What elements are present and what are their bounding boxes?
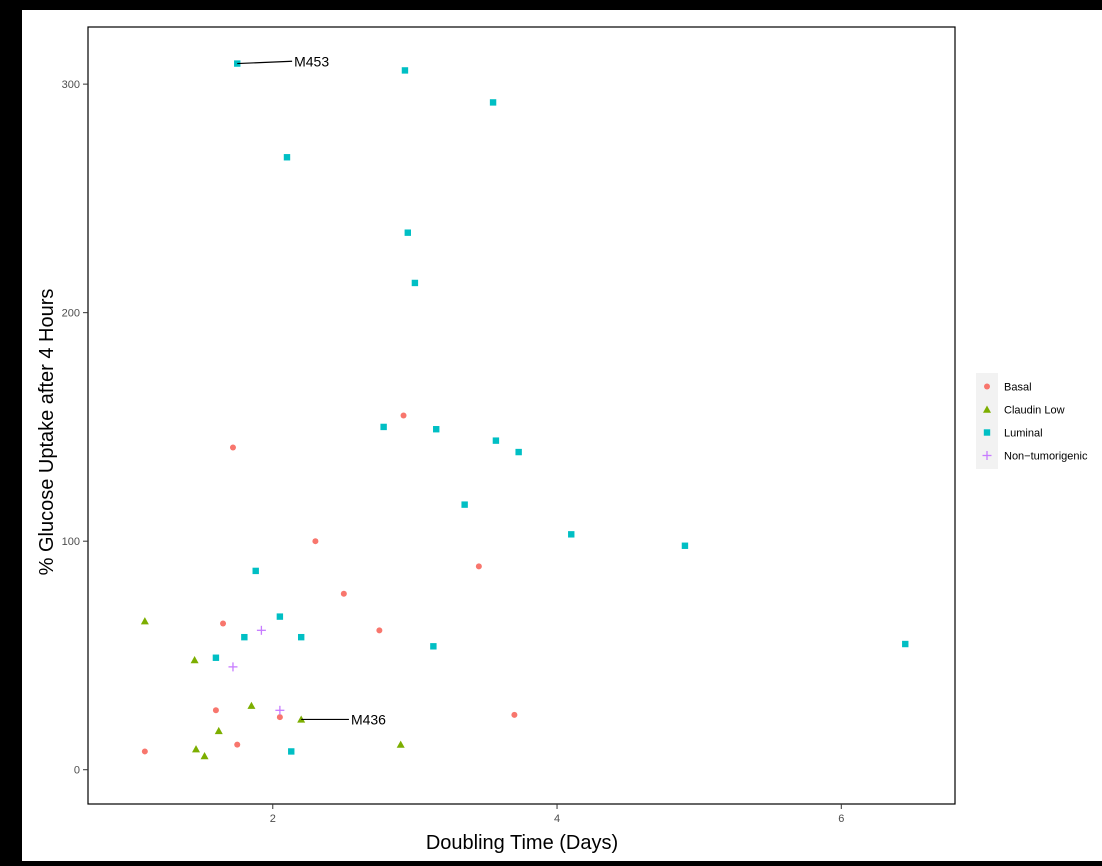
y-tick-label: 300 [62,79,80,91]
y-tick-label: 100 [62,536,80,548]
point-basal [229,444,236,451]
point-luminal [492,437,500,444]
y-axis: 0 100 200 300 [62,79,88,777]
point-basal [312,538,319,545]
plot-panel [87,26,956,805]
point-luminal [252,567,259,575]
point-luminal [430,643,437,650]
point-claudin-low [190,656,199,664]
point-luminal [433,426,440,433]
annotation-label: M453 [294,53,329,69]
point-luminal [297,633,305,641]
point-basal [220,620,227,627]
point-basal [276,714,283,721]
point-luminal [380,423,387,431]
point-luminal [241,633,248,641]
point-claudin-low [200,752,209,760]
y-axis-label: % Glucose Uptake after 4 Hours [36,289,58,576]
y-tick-label: 200 [62,308,80,320]
legend-label: Claudin Low [1004,405,1065,417]
x-axis-label: Doubling Time (Days) [426,832,618,854]
point-luminal [401,67,409,74]
x-tick-label: 4 [554,813,560,825]
point-non-tumorigenic [228,662,238,672]
point-basal [376,627,383,634]
x-axis: 2 4 6 [270,804,844,825]
legend-key [982,451,992,460]
point-claudin-low [396,740,405,748]
point-basal [511,711,518,718]
point-luminal [276,613,284,620]
chart-card: 2 4 6 0 100 200 300 M453 M436 Doubling Time (D… [22,10,1102,861]
point-non-tumorigenic [256,625,266,635]
point-non-tumorigenic [275,705,285,715]
legend-key [983,405,991,413]
point-luminal [288,748,295,755]
y-tick-label: 0 [74,765,80,777]
data-points [140,60,909,760]
point-luminal [404,229,411,236]
point-luminal [212,654,220,661]
legend-key-background [976,373,998,469]
point-basal [340,590,347,597]
point-basal [234,741,241,748]
annotation-label: M436 [351,711,386,727]
legend-label: Basal [1004,382,1032,394]
annotation-leader-line [237,60,293,65]
point-luminal [489,99,497,106]
point-basal [141,748,148,755]
point-luminal [283,154,291,161]
legend-label: Non−tumorigenic [1004,451,1088,463]
point-luminal [681,542,689,549]
point-basal [475,563,482,570]
legend-key [984,383,990,390]
point-luminal [411,279,419,287]
scatter-chart: 2 4 6 0 100 200 300 M453 M436 Doubling Time (D… [36,26,1088,854]
point-claudin-low [192,745,201,753]
legend-label: Luminal [1004,428,1043,440]
x-tick-label: 6 [838,813,844,825]
point-luminal [568,531,575,538]
point-basal [212,707,219,714]
point-claudin-low [140,617,149,625]
point-luminal [515,448,522,456]
legend: Basal Claudin Low Luminal Non−tumorigenic [976,373,1088,469]
point-luminal [461,501,468,508]
point-luminal [902,640,909,648]
x-tick-label: 2 [270,813,276,825]
point-claudin-low [214,726,223,735]
point-annotations: M453 M436 [237,53,386,727]
plot-border [87,26,956,805]
legend-key [983,429,991,436]
point-basal [400,412,407,419]
point-claudin-low [247,701,256,709]
